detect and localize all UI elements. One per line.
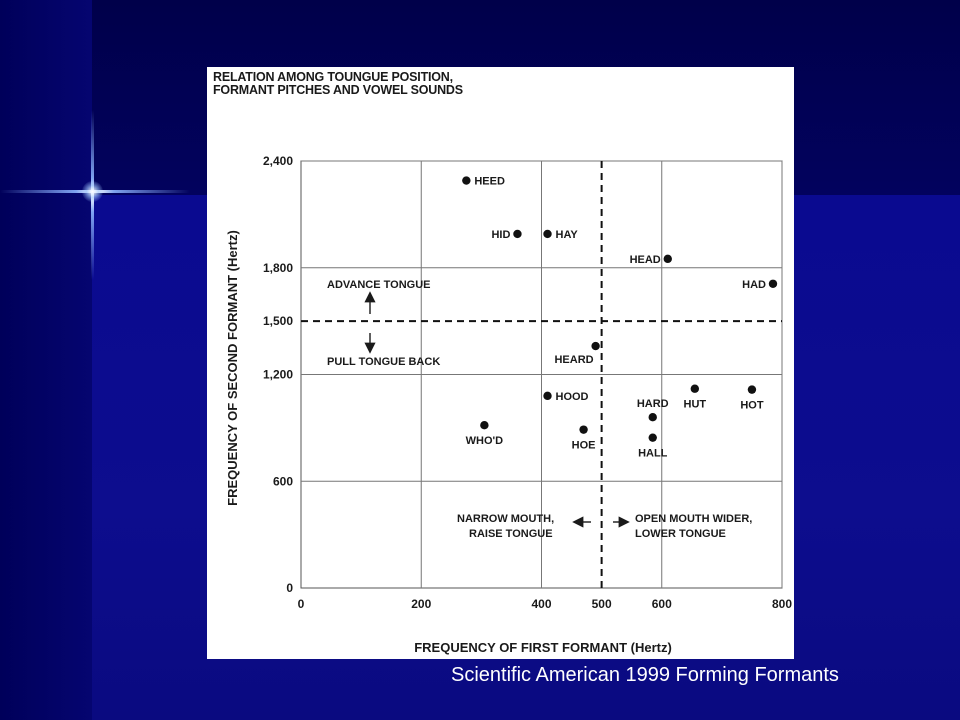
y-axis-label: FREQUENCY OF SECOND FORMANT (Hertz)	[225, 230, 240, 506]
data-label: HARD	[637, 398, 669, 410]
data-point	[513, 229, 522, 239]
chart-title: RELATION AMONG TOUNGUE POSITION, FORMANT…	[213, 71, 463, 97]
advance-tongue-label: ADVANCE TONGUE	[327, 279, 431, 291]
y-tick-label: 600	[273, 474, 293, 488]
data-point	[690, 384, 700, 393]
data-point	[579, 425, 588, 434]
data-point	[462, 176, 471, 185]
data-point	[543, 229, 552, 239]
data-label: HUT	[684, 399, 707, 411]
y-tick-label: 1,500	[263, 314, 293, 328]
data-point	[768, 279, 778, 288]
grid-layer	[300, 160, 783, 589]
chart-title-line-1: RELATION AMONG TOUNGUE POSITION,	[213, 70, 453, 84]
data-point	[648, 433, 657, 442]
x-tick-label: 800	[772, 597, 792, 611]
y-tick-label: 1,200	[263, 368, 293, 382]
pull-tongue-back-label: PULL TONGUE BACK	[327, 356, 440, 368]
data-point	[591, 341, 600, 351]
data-label: HAD	[742, 279, 766, 291]
data-label: HOT	[740, 400, 764, 412]
data-label: HEARD	[554, 354, 593, 366]
x-axis-label: FREQUENCY OF FIRST FORMANT (Hertz)	[414, 640, 672, 655]
y-tick-label: 2,400	[263, 154, 293, 168]
data-point	[648, 413, 657, 422]
x-tick-label: 0	[298, 597, 305, 611]
data-label: HAY	[556, 229, 579, 241]
y-tick-label: 1,800	[263, 261, 293, 275]
data-label: HOOD	[556, 391, 589, 403]
y-tick-label: 0	[286, 581, 293, 595]
star-flare-icon	[82, 181, 103, 202]
x-tick-label: 600	[652, 597, 672, 611]
x-tick-label: 400	[531, 597, 551, 611]
slide-caption: Scientific American 1999 Forming Formant…	[451, 664, 839, 686]
open-mouth-label-2: LOWER TONGUE	[635, 528, 726, 540]
data-label: HID	[491, 229, 510, 241]
background-left-band	[0, 0, 92, 720]
data-label: HALL	[638, 448, 668, 460]
open-mouth-label-1: OPEN MOUTH WIDER,	[635, 513, 752, 525]
data-point	[480, 421, 489, 430]
data-label: HOE	[572, 440, 596, 452]
x-tick-label: 500	[592, 597, 612, 611]
chart-title-line-2: FORMANT PITCHES AND VOWEL SOUNDS	[213, 83, 463, 97]
tick-labels: 0 200 400 500 600 800 0 600 1,200 1,500 1,800 2,400	[263, 154, 792, 611]
data-point	[663, 254, 672, 264]
narrow-mouth-label-2: RAISE TONGUE	[469, 528, 553, 540]
x-tick-label: 200	[411, 597, 431, 611]
data-label: HEED	[474, 176, 505, 188]
data-label: HEAD	[630, 254, 661, 266]
data-label: WHO'D	[466, 435, 503, 447]
annotations: ADVANCE TONGUE PULL TONGUE BACK NARROW M…	[327, 279, 752, 540]
data-points: HEED HID HAY HEAD HAD HEARD HOOD HUT HOT HARD HALL…	[462, 176, 778, 460]
narrow-mouth-label-1: NARROW MOUTH,	[457, 513, 554, 525]
dashed-reference-lines	[301, 161, 782, 588]
data-point	[747, 385, 757, 394]
data-point	[543, 391, 552, 401]
scatter-chart: 0 200 400 500 600 800 0 600 1,200 1,500 1,800 2,400…	[225, 154, 792, 655]
chart-figure: RELATION AMONG TOUNGUE POSITION, FORMANT…	[207, 67, 794, 659]
